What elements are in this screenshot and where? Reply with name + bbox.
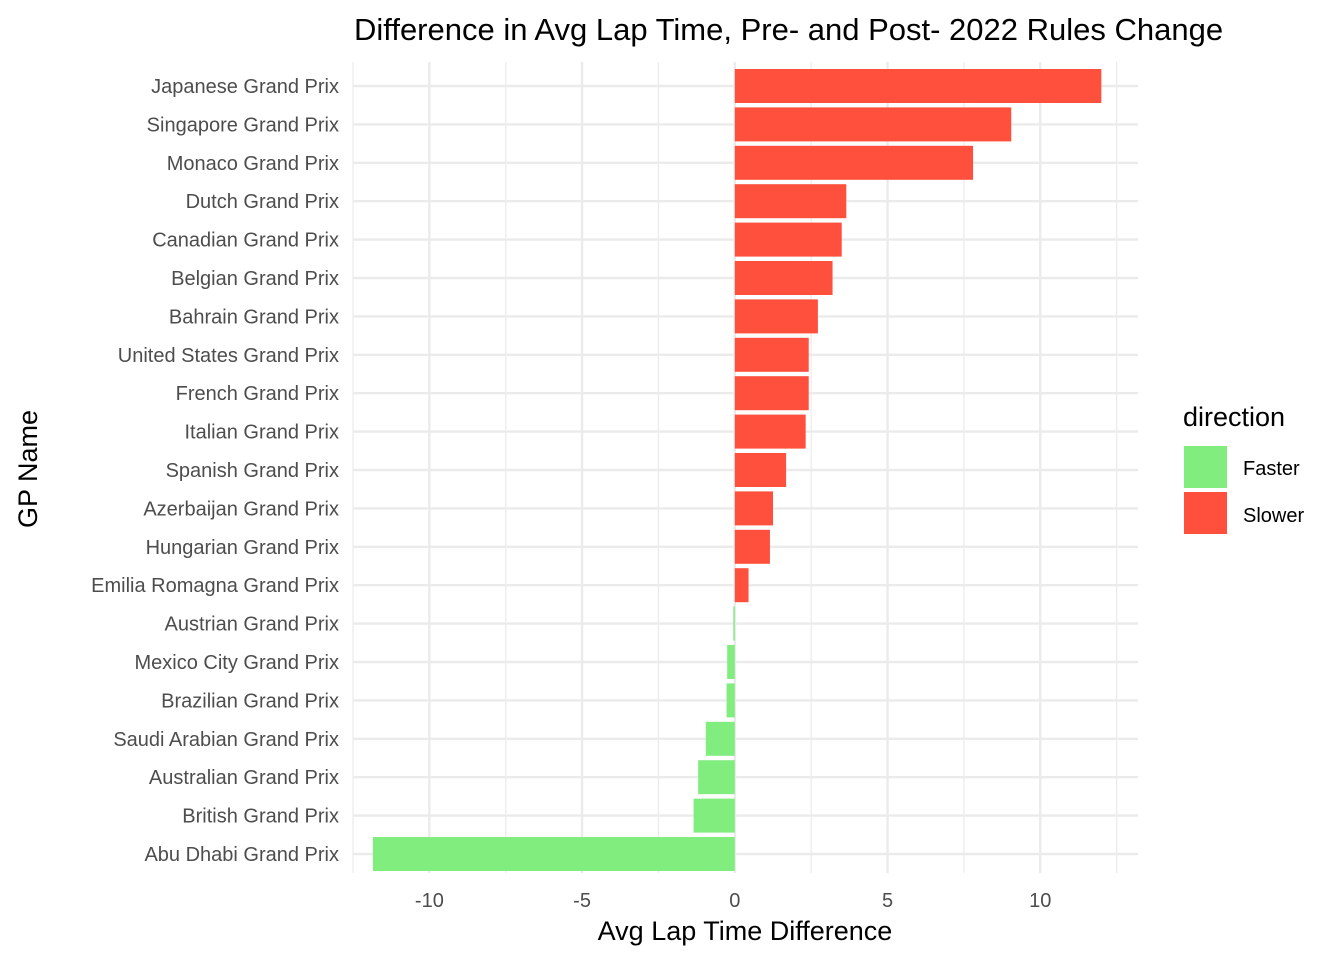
y-tick-label: Hungarian Grand Prix <box>146 537 339 559</box>
x-tick-label: 0 <box>729 890 740 912</box>
bar-3 <box>734 184 847 219</box>
y-tick-label: Australian Grand Prix <box>149 767 339 789</box>
y-tick-label: Canadian Grand Prix <box>152 230 339 252</box>
bar-7 <box>734 337 809 372</box>
x-tick-labels: -10 -5 0 5 10 <box>415 890 1051 912</box>
chart-title: Difference in Avg Lap Time, Pre- and Pos… <box>354 12 1223 47</box>
bar-0 <box>734 69 1102 103</box>
y-tick-label: Azerbaijan Grand Prix <box>143 498 339 520</box>
x-tick-label: 5 <box>882 890 893 912</box>
legend-label-faster: Faster <box>1243 458 1300 480</box>
bar-15 <box>727 645 735 679</box>
y-tick-label: Emilia Romagna Grand Prix <box>91 575 339 597</box>
y-tick-label: Abu Dhabi Grand Prix <box>144 844 339 866</box>
legend: direction Faster Slower <box>1183 402 1304 534</box>
y-tick-label: Bahrain Grand Prix <box>169 306 339 328</box>
y-axis-title: GP Name <box>13 410 43 528</box>
y-tick-label: Spanish Grand Prix <box>166 460 339 482</box>
x-axis-title: Avg Lap Time Difference <box>598 916 893 946</box>
bar-14 <box>733 606 735 641</box>
legend-label-slower: Slower <box>1243 505 1304 527</box>
bar-5 <box>734 261 833 295</box>
y-tick-labels: Japanese Grand Prix Singapore Grand Prix M… <box>91 76 339 866</box>
bar-16 <box>726 683 735 718</box>
x-tick-label: -5 <box>573 890 591 912</box>
legend-key-faster <box>1184 446 1227 488</box>
bar-4 <box>734 222 842 257</box>
y-tick-label: Belgian Grand Prix <box>171 268 339 290</box>
bar-9 <box>734 414 806 449</box>
y-tick-label: French Grand Prix <box>176 383 339 405</box>
y-tick-label: Mexico City Grand Prix <box>135 652 340 674</box>
bar-11 <box>734 491 773 526</box>
x-tick-label: -10 <box>415 890 444 912</box>
y-tick-label: Dutch Grand Prix <box>186 191 339 213</box>
bar-8 <box>734 376 809 411</box>
y-tick-label: Austrian Grand Prix <box>164 614 339 636</box>
legend-key-slower <box>1184 492 1227 534</box>
bar-6 <box>734 299 818 334</box>
y-tick-label: Singapore Grand Prix <box>147 114 339 136</box>
y-tick-label: British Grand Prix <box>182 806 339 828</box>
bars <box>372 69 1102 871</box>
y-tick-label: Saudi Arabian Grand Prix <box>113 729 339 751</box>
y-tick-label: United States Grand Prix <box>118 345 339 367</box>
y-tick-label: Brazilian Grand Prix <box>161 690 339 712</box>
bar-13 <box>734 568 749 603</box>
y-tick-label: Japanese Grand Prix <box>151 76 339 98</box>
bar-1 <box>734 107 1012 142</box>
bar-12 <box>734 529 770 564</box>
bar-10 <box>734 453 787 487</box>
y-tick-label: Monaco Grand Prix <box>167 153 339 175</box>
x-tick-label: 10 <box>1029 890 1051 912</box>
bar-17 <box>705 721 735 756</box>
bar-19 <box>693 798 735 833</box>
bar-2 <box>734 145 974 180</box>
bar-18 <box>698 760 735 795</box>
legend-title: direction <box>1183 402 1285 432</box>
bar-20 <box>372 837 735 871</box>
y-tick-label: Italian Grand Prix <box>184 422 339 444</box>
